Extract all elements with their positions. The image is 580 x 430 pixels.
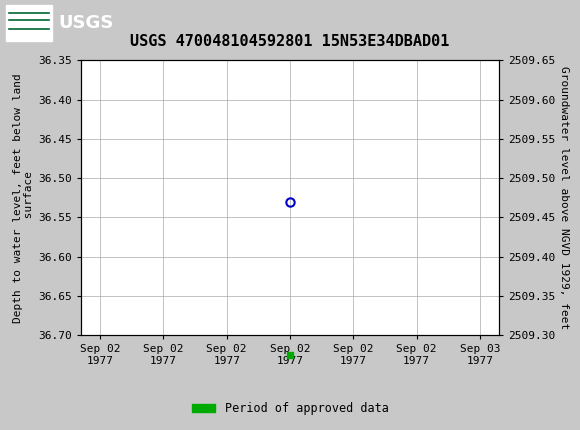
Text: USGS 470048104592801 15N53E34DBAD01: USGS 470048104592801 15N53E34DBAD01 (130, 34, 450, 49)
Bar (6, 4, 52, 41)
Legend: Period of approved data: Period of approved data (187, 397, 393, 420)
Y-axis label: Depth to water level, feet below land
 surface: Depth to water level, feet below land su… (13, 73, 34, 322)
Text: USGS: USGS (58, 14, 113, 31)
Y-axis label: Groundwater level above NGVD 1929, feet: Groundwater level above NGVD 1929, feet (559, 66, 569, 329)
